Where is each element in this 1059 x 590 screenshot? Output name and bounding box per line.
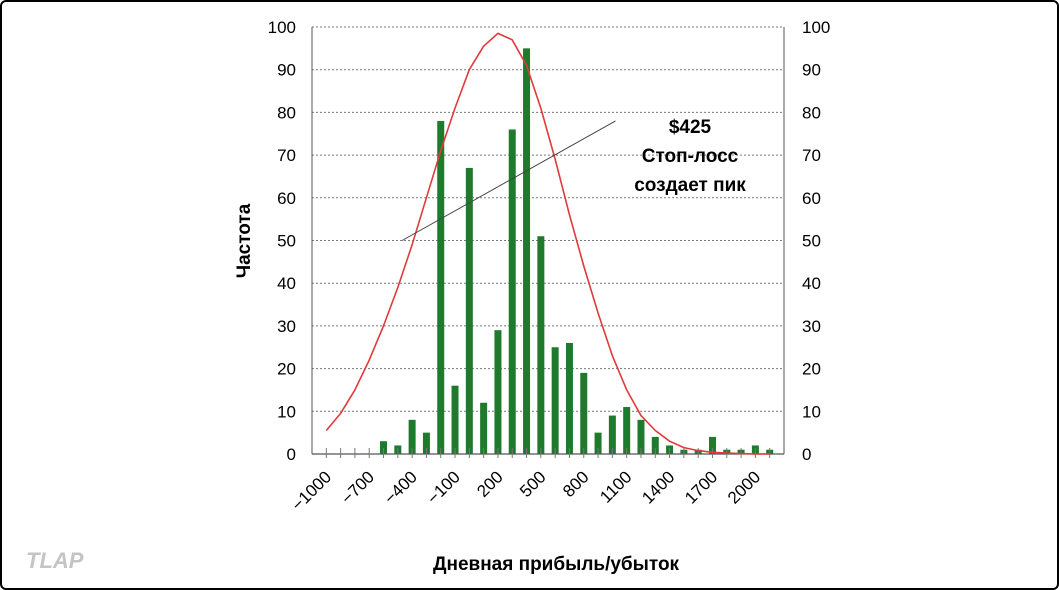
y-tick-label-right: 0 — [802, 445, 811, 464]
annotation-pointer — [401, 120, 616, 241]
bar — [494, 330, 502, 454]
x-tick-label: −1000 — [288, 467, 335, 514]
bar — [480, 402, 488, 454]
y-tick-label-left: 50 — [277, 232, 296, 251]
x-tick-label: 1100 — [596, 467, 635, 506]
y-tick-label-right: 50 — [802, 232, 821, 251]
y-tick-label-right: 80 — [802, 103, 821, 122]
bar — [565, 342, 573, 454]
y-tick-label-left: 90 — [277, 61, 296, 80]
y-tick-label-left: 60 — [277, 189, 296, 208]
bar — [451, 385, 459, 454]
bar — [651, 436, 659, 454]
bar — [708, 436, 716, 454]
normal-curve — [325, 32, 770, 455]
x-axis-title: Дневная прибыль/убыток — [433, 554, 680, 575]
y-tick-label-left: 70 — [277, 146, 296, 165]
y-tick-label-left: 40 — [277, 274, 296, 293]
y-tick-label-right: 40 — [802, 274, 821, 293]
x-tick-label: 800 — [559, 467, 592, 500]
x-tick-label: −400 — [380, 467, 421, 508]
x-tick-label: 500 — [516, 467, 549, 500]
x-tick-label: 200 — [473, 467, 506, 500]
y-tick-label-right: 70 — [802, 146, 821, 165]
bar — [623, 407, 631, 454]
annotation-text-line: Стоп-лосс — [642, 146, 739, 167]
bar — [380, 441, 388, 454]
y-tick-label-right: 10 — [802, 402, 821, 421]
bar — [637, 419, 645, 454]
bar — [465, 167, 473, 454]
annotation-text-line: $425 — [669, 117, 712, 138]
annotation: $425 Стоп-лосс создает пик — [401, 117, 746, 241]
x-tick-label: 1700 — [681, 467, 721, 507]
y-tick-label-left: 100 — [268, 18, 296, 37]
y-tick-label-left: 10 — [277, 402, 296, 421]
y-tick-label-right: 60 — [802, 189, 821, 208]
y-axis-title: Частота — [234, 203, 255, 278]
y-tick-label-right: 30 — [802, 317, 821, 336]
bar — [608, 415, 616, 454]
y-tick-label-left: 30 — [277, 317, 296, 336]
y-tick-label-right: 100 — [802, 18, 830, 37]
x-tick-label: 1400 — [638, 467, 678, 507]
bar — [594, 432, 602, 454]
bars — [380, 48, 774, 455]
bar — [508, 129, 516, 455]
x-tick-label: 2000 — [724, 467, 764, 507]
tick-labels: 0 0 10 10 20 20 30 30 40 40 50 50 60 60 70 70 80 80 90 90 10… — [268, 18, 831, 515]
curve-line — [325, 32, 770, 455]
y-tick-label-right: 90 — [802, 61, 821, 80]
y-tick-label-left: 20 — [277, 360, 296, 379]
bar — [537, 236, 545, 454]
bar — [580, 372, 588, 454]
bar — [551, 347, 559, 454]
gridlines — [312, 26, 784, 412]
bar — [523, 48, 531, 454]
x-tick-label: −100 — [423, 467, 464, 508]
y-tick-label-right: 20 — [802, 360, 821, 379]
axes — [311, 27, 785, 458]
annotation-text-line: создает пик — [634, 175, 746, 196]
bar — [408, 419, 416, 454]
bar — [437, 120, 445, 454]
x-tick-label: −700 — [338, 467, 379, 508]
y-tick-label-left: 0 — [287, 445, 296, 464]
watermark-logo: TLAP — [26, 548, 84, 573]
bar — [422, 432, 430, 454]
y-tick-label-left: 80 — [277, 103, 296, 122]
